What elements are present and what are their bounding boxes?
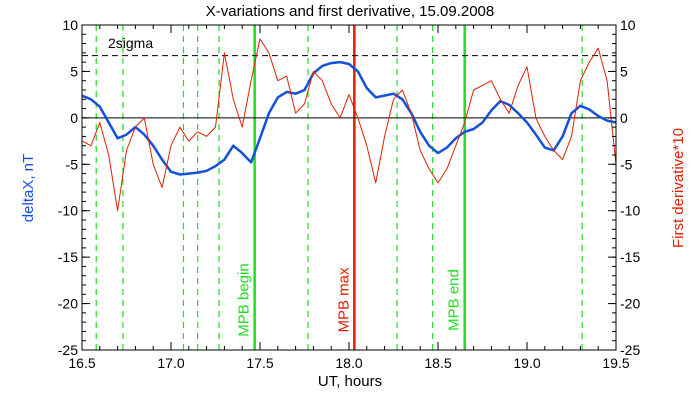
solid-marker-label: MPB begin — [236, 263, 253, 336]
chart-title: X-variations and first derivative, 15.09… — [206, 3, 495, 20]
x-tick-label: 19.5 — [602, 355, 629, 371]
sigma-label: 2sigma — [108, 35, 153, 51]
y-left-tick-label: 10 — [62, 17, 78, 33]
solid-marker-layer — [253, 25, 466, 350]
solid-marker-label: MPB max — [335, 267, 352, 333]
x-tick-label: 19.0 — [513, 355, 540, 371]
y-right-tick-label: -10 — [620, 203, 640, 219]
y-left-tick-label: -20 — [58, 296, 78, 312]
y-right-tick-label: 10 — [620, 17, 636, 33]
y-left-tick-label: -25 — [58, 342, 78, 358]
x-tick-label: 18.5 — [424, 355, 451, 371]
y-right-tick-label: -25 — [620, 342, 640, 358]
y-left-tick-label: -15 — [58, 249, 78, 265]
y-axis-left-label: deltaX, nT — [20, 154, 37, 222]
y-right-tick-label: 5 — [620, 63, 628, 79]
y-left-tick-label: 5 — [70, 63, 78, 79]
x-axis-label: UT, hours — [318, 373, 382, 390]
series-layer — [81, 38, 617, 212]
reference-lines — [82, 55, 616, 119]
derivative-series-line — [81, 38, 617, 212]
deltax-series-line — [81, 60, 617, 176]
solid-marker-label: MPB end — [446, 269, 463, 331]
y-right-tick-label: -5 — [620, 156, 633, 172]
y-left-tick-label: -5 — [66, 156, 79, 172]
x-tick-label: 17.5 — [246, 355, 273, 371]
marker-label-layer: MPB begin MPB max MPB end — [236, 263, 463, 336]
y-right-tick-label: -15 — [620, 249, 640, 265]
y-right-tick-label: 0 — [620, 110, 628, 126]
axes-layer: 16.5 17.0 17.5 18.0 18.5 19.0 19.5 10 10 5 5 0 0 -5 -5… — [58, 17, 641, 371]
x-tick-label: 17.0 — [157, 355, 184, 371]
sigma-annotation: 2sigma — [108, 35, 153, 51]
y-axis-right-label: First derivative*10 — [670, 128, 687, 248]
x-tick-label: 18.0 — [335, 355, 362, 371]
y-left-tick-label: 0 — [70, 110, 78, 126]
y-left-tick-label: -10 — [58, 203, 78, 219]
y-right-tick-label: -20 — [620, 296, 640, 312]
x-tick-label: 16.5 — [68, 355, 95, 371]
